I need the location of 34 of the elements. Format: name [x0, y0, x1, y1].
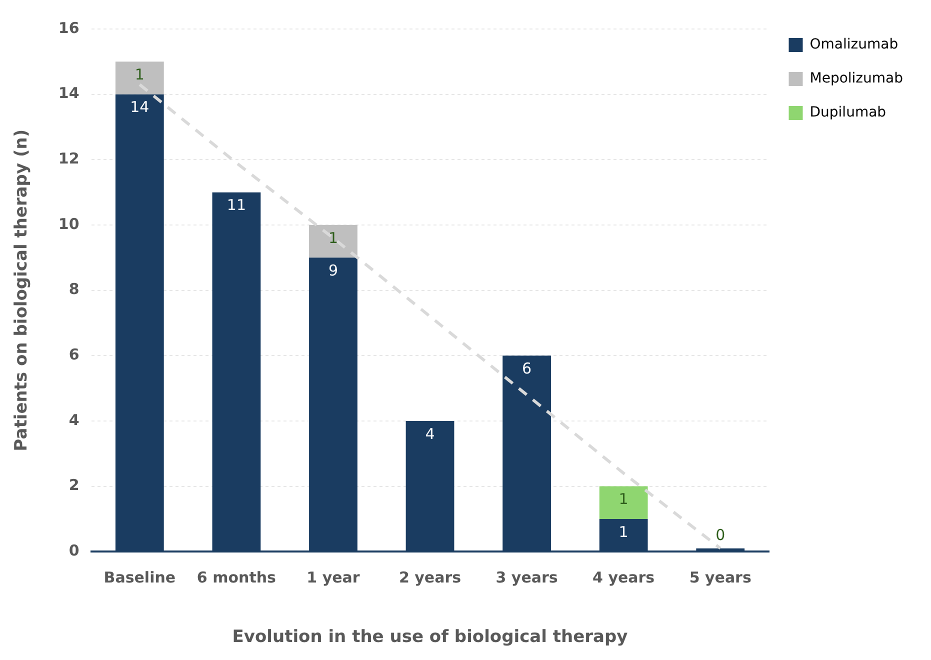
y-axis-title: Patients on biological therapy (n)	[12, 129, 32, 452]
x-tick-label: 5 years	[689, 568, 752, 586]
data-label: 1	[134, 66, 144, 84]
bar	[115, 62, 164, 94]
y-tick-label: 12	[58, 150, 80, 168]
x-tick-label: 3 years	[496, 568, 558, 586]
y-tick-label: 2	[68, 476, 80, 494]
x-tick-label: 1 year	[306, 568, 360, 586]
bar	[309, 224, 358, 258]
y-tick-label: 4	[68, 410, 80, 429]
x-tick-label: 4 years	[592, 568, 655, 586]
data-label: 11	[226, 196, 246, 214]
legend-label: Dupilumab	[810, 104, 886, 121]
data-label: 14	[130, 98, 150, 116]
data-label: 9	[328, 262, 338, 280]
x-tick-label: Baseline	[104, 568, 176, 586]
data-label: 6	[522, 360, 532, 378]
y-tick-label: 0	[68, 541, 80, 560]
bar	[599, 486, 648, 519]
data-label: 1	[328, 228, 338, 247]
legend-label: Mepolizumab	[810, 70, 904, 87]
y-tick-label: 10	[58, 214, 80, 233]
x-tick-label: 6 months	[196, 568, 276, 586]
y-tick-label: 6	[68, 346, 80, 364]
y-tick-label: 16	[58, 18, 80, 37]
data-label: 4	[425, 424, 435, 443]
data-label: 1	[618, 490, 628, 508]
y-tick-label: 14	[58, 84, 80, 102]
legend-label: Omalizumab	[810, 36, 898, 53]
x-axis-title: Evolution in the use of biological therapy	[232, 627, 628, 648]
x-tick-label: 2 years	[398, 568, 462, 586]
y-tick-label: 8	[68, 280, 80, 298]
data-label: 1	[618, 522, 628, 541]
data-label: 0	[716, 526, 726, 544]
